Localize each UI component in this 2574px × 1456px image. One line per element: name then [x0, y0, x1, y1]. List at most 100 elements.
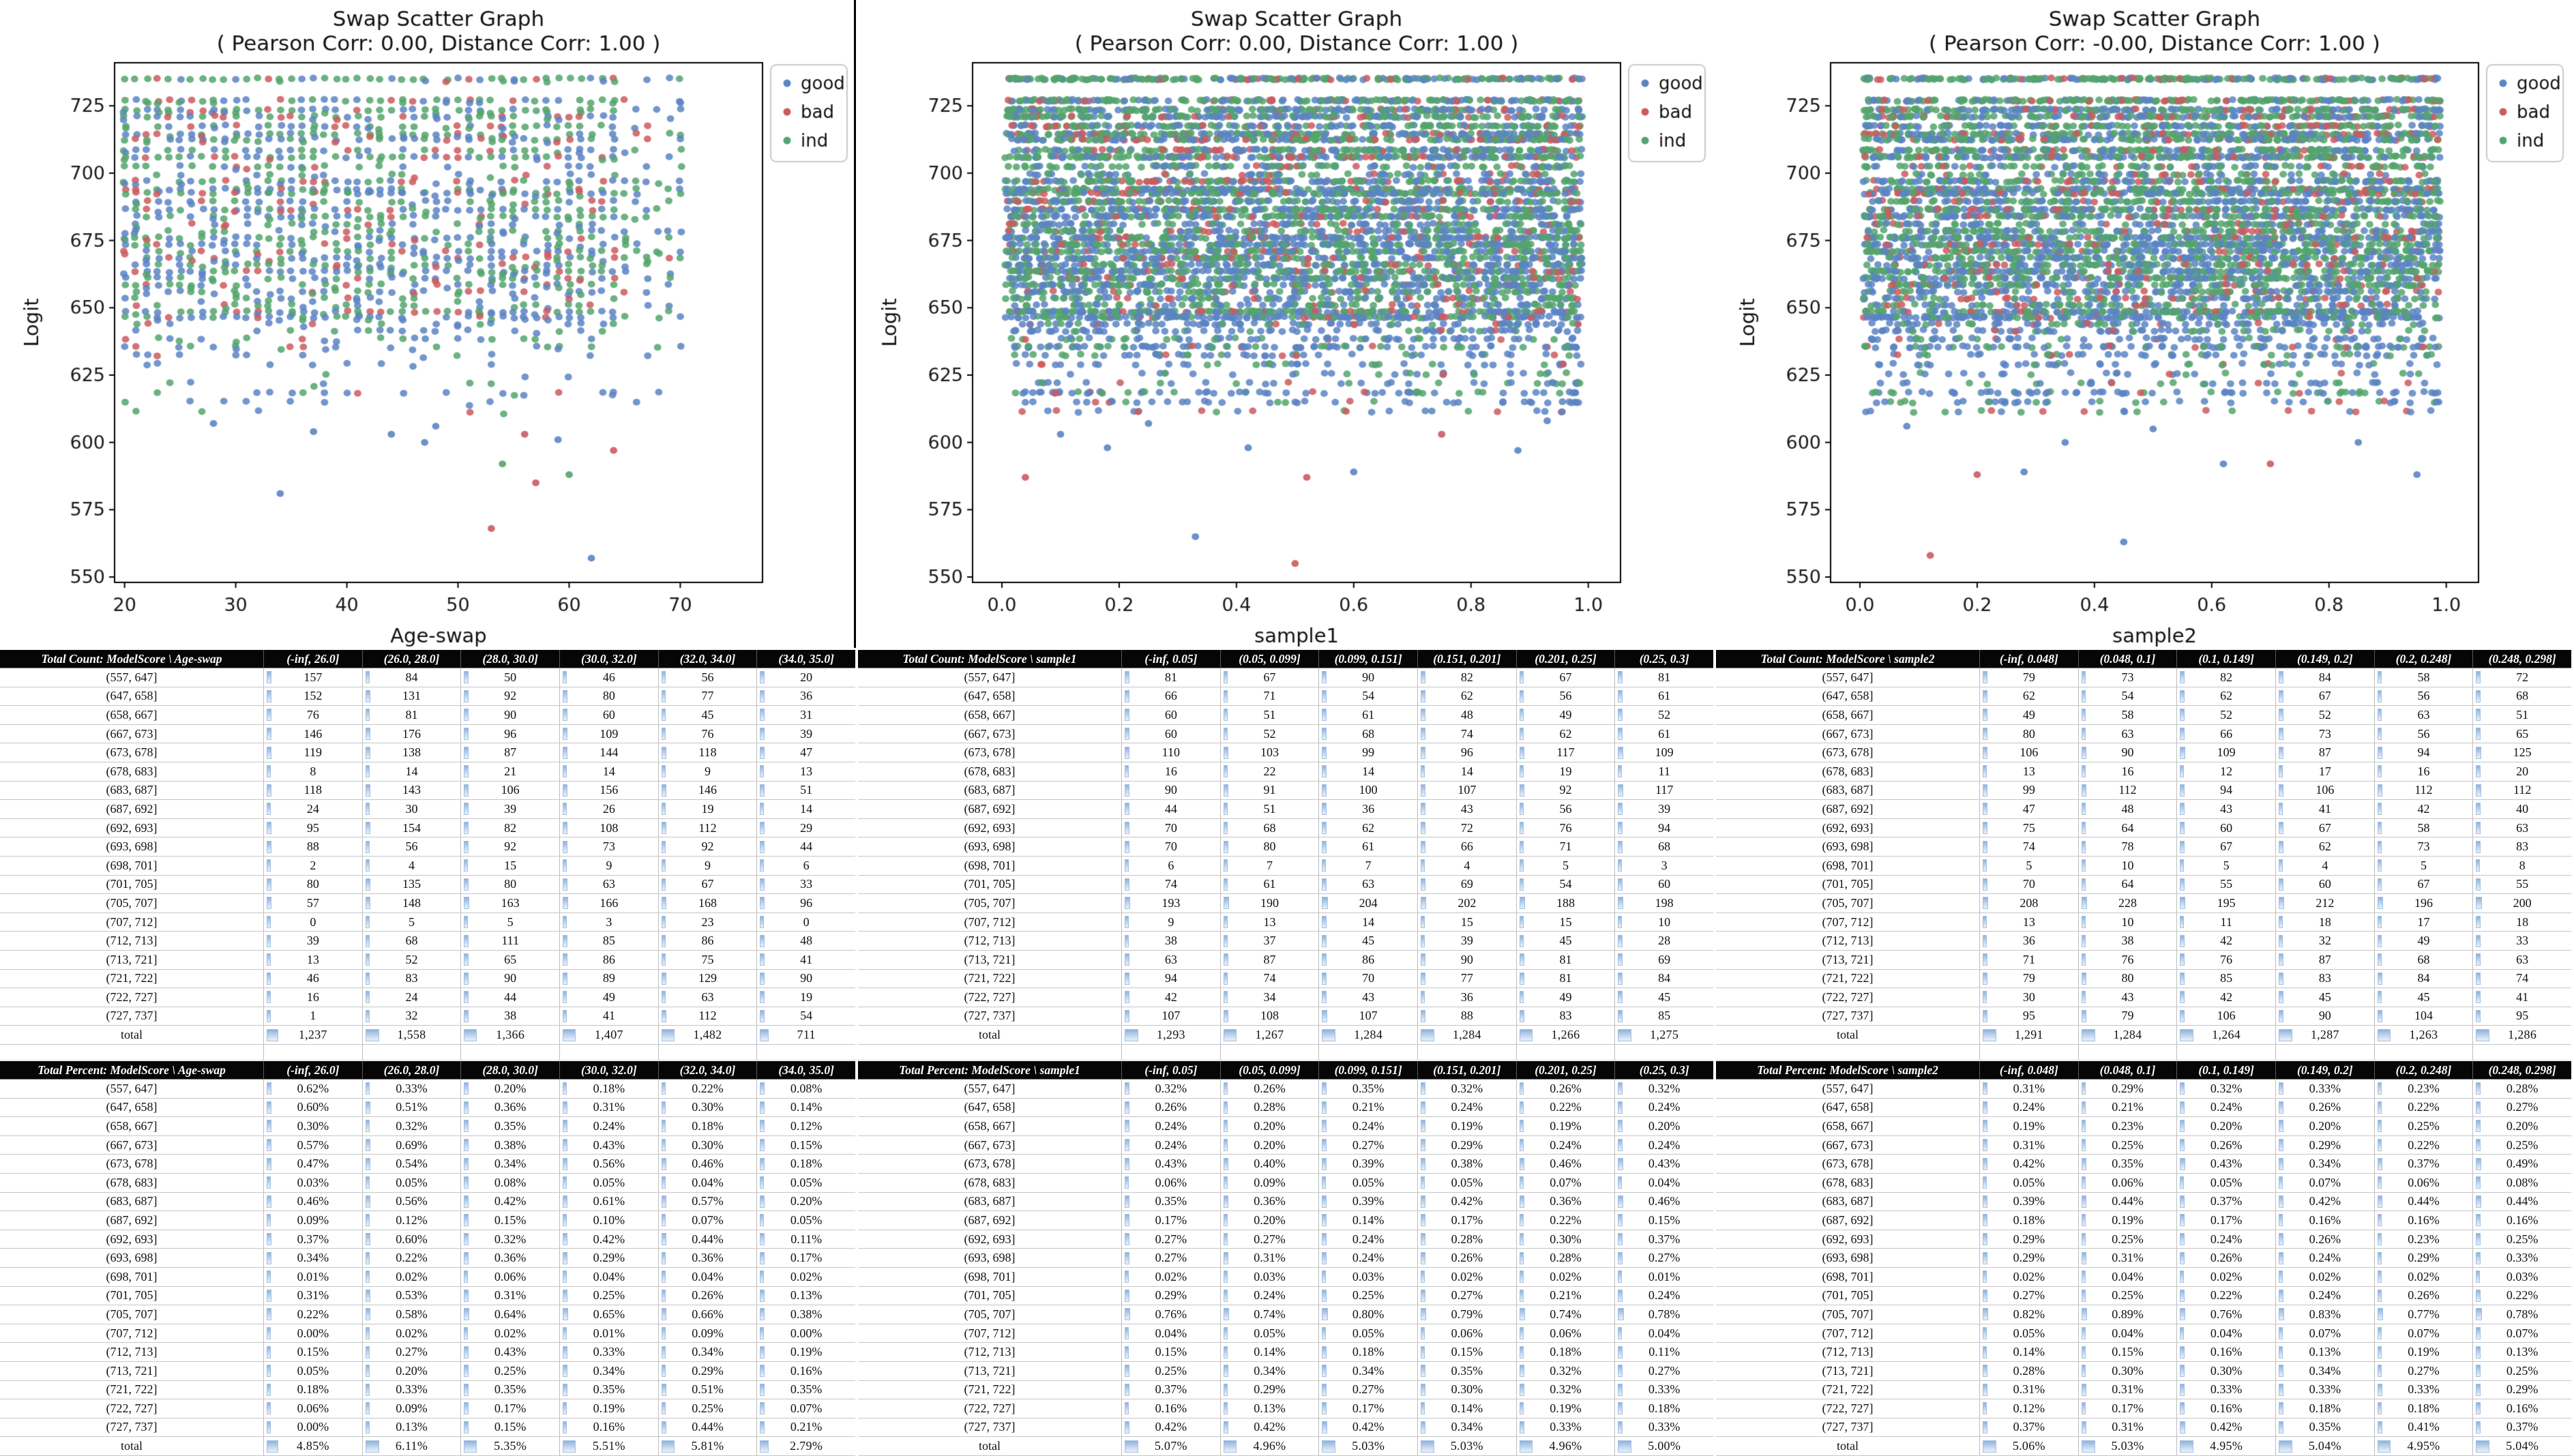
- cell-number: 0.07%: [2309, 1175, 2341, 1189]
- cell-value: 0.43%: [1614, 1155, 1713, 1173]
- cell-value: 84: [2373, 969, 2473, 988]
- cell-number: 4.96%: [1253, 1439, 1286, 1453]
- data-bar-icon: [267, 1289, 271, 1302]
- cell-value: 131: [361, 687, 461, 706]
- column-header: (0.201, 0.25]: [1515, 1061, 1615, 1079]
- cell-number: 30: [2022, 990, 2035, 1004]
- cell-number: 76: [2121, 952, 2134, 966]
- cell-value: 5.04%: [2472, 1437, 2571, 1455]
- cell-value: 10: [1614, 912, 1713, 932]
- cell-number: 0.19%: [2013, 1118, 2045, 1133]
- data-bar-icon: [1983, 878, 1987, 891]
- row-label: (705, 707]: [106, 1307, 158, 1321]
- cell-value: 1,284: [1417, 1026, 1516, 1044]
- cell-number: 10: [1658, 915, 1671, 929]
- cell-number: 0.25%: [692, 1401, 724, 1415]
- cell-value: 0.26%: [2176, 1249, 2275, 1267]
- data-bar-icon: [661, 1157, 666, 1170]
- cell-number: 95: [2516, 1009, 2529, 1023]
- cell-value: 0.38%: [1417, 1155, 1516, 1173]
- data-bar-icon: [2081, 953, 2086, 966]
- cell-number: 0.29%: [2013, 1251, 2045, 1265]
- cell-value: 73: [559, 837, 658, 856]
- cell-number: 202: [1458, 895, 1477, 910]
- row-label: (713, 721]: [106, 1363, 158, 1378]
- cell-number: 0.18%: [2309, 1401, 2341, 1415]
- cell-value: 0.36%: [460, 1098, 559, 1117]
- row-label: (721, 722]: [106, 971, 158, 985]
- data-bar-icon: [1519, 1365, 1524, 1378]
- data-bar-icon: [464, 1139, 469, 1152]
- cell-value: 0.34%: [657, 1343, 757, 1361]
- row-label: (658, 667]: [1822, 1118, 1874, 1133]
- cell-number: 0.36%: [494, 1251, 527, 1265]
- data-bar-icon: [760, 1251, 765, 1264]
- cell-number: 63: [2121, 726, 2134, 741]
- cell-value: 0.16%: [2472, 1399, 2571, 1418]
- cell-number: 0.02%: [790, 1269, 823, 1283]
- data-bar-icon: [2377, 671, 2382, 684]
- data-bar-icon: [563, 1233, 567, 1246]
- cell-value: 0.21%: [2077, 1098, 2177, 1117]
- cell-number: 0.18%: [1648, 1401, 1681, 1415]
- cell-number: 9: [1168, 915, 1174, 929]
- cell-number: 20: [800, 670, 813, 684]
- cell-number: 76: [701, 726, 714, 741]
- cell-number: 0.18%: [790, 1157, 823, 1171]
- cell-number: 16: [2121, 764, 2134, 778]
- data-bar-icon: [661, 1214, 666, 1227]
- cell-number: 0.18%: [1550, 1345, 1582, 1359]
- data-bar-icon: [2476, 784, 2481, 797]
- cell-value: 0.03%: [1219, 1267, 1319, 1286]
- table-row: (721, 722] 0.31% 0.31% 0.33% 0.33% 0.33% 0.29%: [1716, 1380, 2571, 1400]
- data-bar-icon: [563, 897, 568, 910]
- cell-value: 100: [1318, 781, 1417, 800]
- cell-number: 77: [701, 689, 714, 703]
- cell-number: 0.29%: [1254, 1382, 1286, 1397]
- data-bar-icon: [2476, 1327, 2481, 1340]
- column-header: (0.099, 0.151]: [1318, 650, 1417, 668]
- cell-number: 39: [1658, 801, 1671, 816]
- cell-number: 0.20%: [494, 1081, 527, 1095]
- cell-number: 0.37%: [297, 1232, 329, 1246]
- cell-value: 117: [1515, 743, 1615, 762]
- data-bar-icon: [464, 784, 469, 797]
- cell-value: 0.25%: [657, 1399, 757, 1418]
- cell-value: 0.16%: [2176, 1399, 2275, 1418]
- data-bar-icon: [563, 671, 567, 684]
- data-bar-icon: [1223, 784, 1228, 797]
- cell-number: 0.07%: [1550, 1175, 1582, 1189]
- data-bar-icon: [1983, 765, 1987, 778]
- cell-number: 0.44%: [2112, 1194, 2144, 1208]
- cell-value: 0.07%: [657, 1211, 757, 1230]
- data-bar-icon: [1125, 1233, 1129, 1246]
- cell-value: 90: [460, 706, 559, 724]
- cell-value: 118: [657, 743, 757, 762]
- cell-value: 0.82%: [1979, 1305, 2078, 1324]
- table-row: (692, 693] 70 68 62 72 76 94: [858, 818, 1713, 838]
- data-bar-icon: [267, 1308, 271, 1321]
- data-bar-icon: [2279, 1289, 2283, 1302]
- cell-value: 0.31%: [2077, 1249, 2177, 1267]
- data-bar-icon: [661, 1327, 666, 1340]
- cell-number: 54: [1559, 877, 1572, 891]
- cell-number: 0.42%: [593, 1232, 625, 1246]
- table-row: (687, 692] 24 30 39 26 19 14: [0, 800, 855, 819]
- cell-value: 79: [2077, 1007, 2177, 1026]
- cell-number: 0.20%: [790, 1194, 823, 1208]
- data-bar-icon: [365, 1421, 370, 1433]
- table-row: (722, 727] 0.12% 0.17% 0.16% 0.18% 0.18% 0.16%: [1716, 1399, 2571, 1418]
- cell-value: 55: [2176, 875, 2275, 894]
- column-header: (26.0, 28.0]: [361, 650, 461, 668]
- cell-number: 1,286: [2508, 1028, 2537, 1042]
- cell-value: 39: [1417, 932, 1516, 950]
- cell-value: 86: [1318, 950, 1417, 969]
- cell-number: 0.29%: [692, 1363, 724, 1378]
- cell-value: 0.35%: [559, 1380, 658, 1399]
- data-bar-icon: [563, 765, 567, 778]
- cell-value: 68: [2373, 950, 2473, 969]
- cell-value: 0.19%: [1515, 1399, 1615, 1418]
- cell-number: 42: [2220, 990, 2233, 1004]
- cell-number: 5.51%: [592, 1439, 625, 1453]
- data-bar-icon: [563, 1383, 567, 1396]
